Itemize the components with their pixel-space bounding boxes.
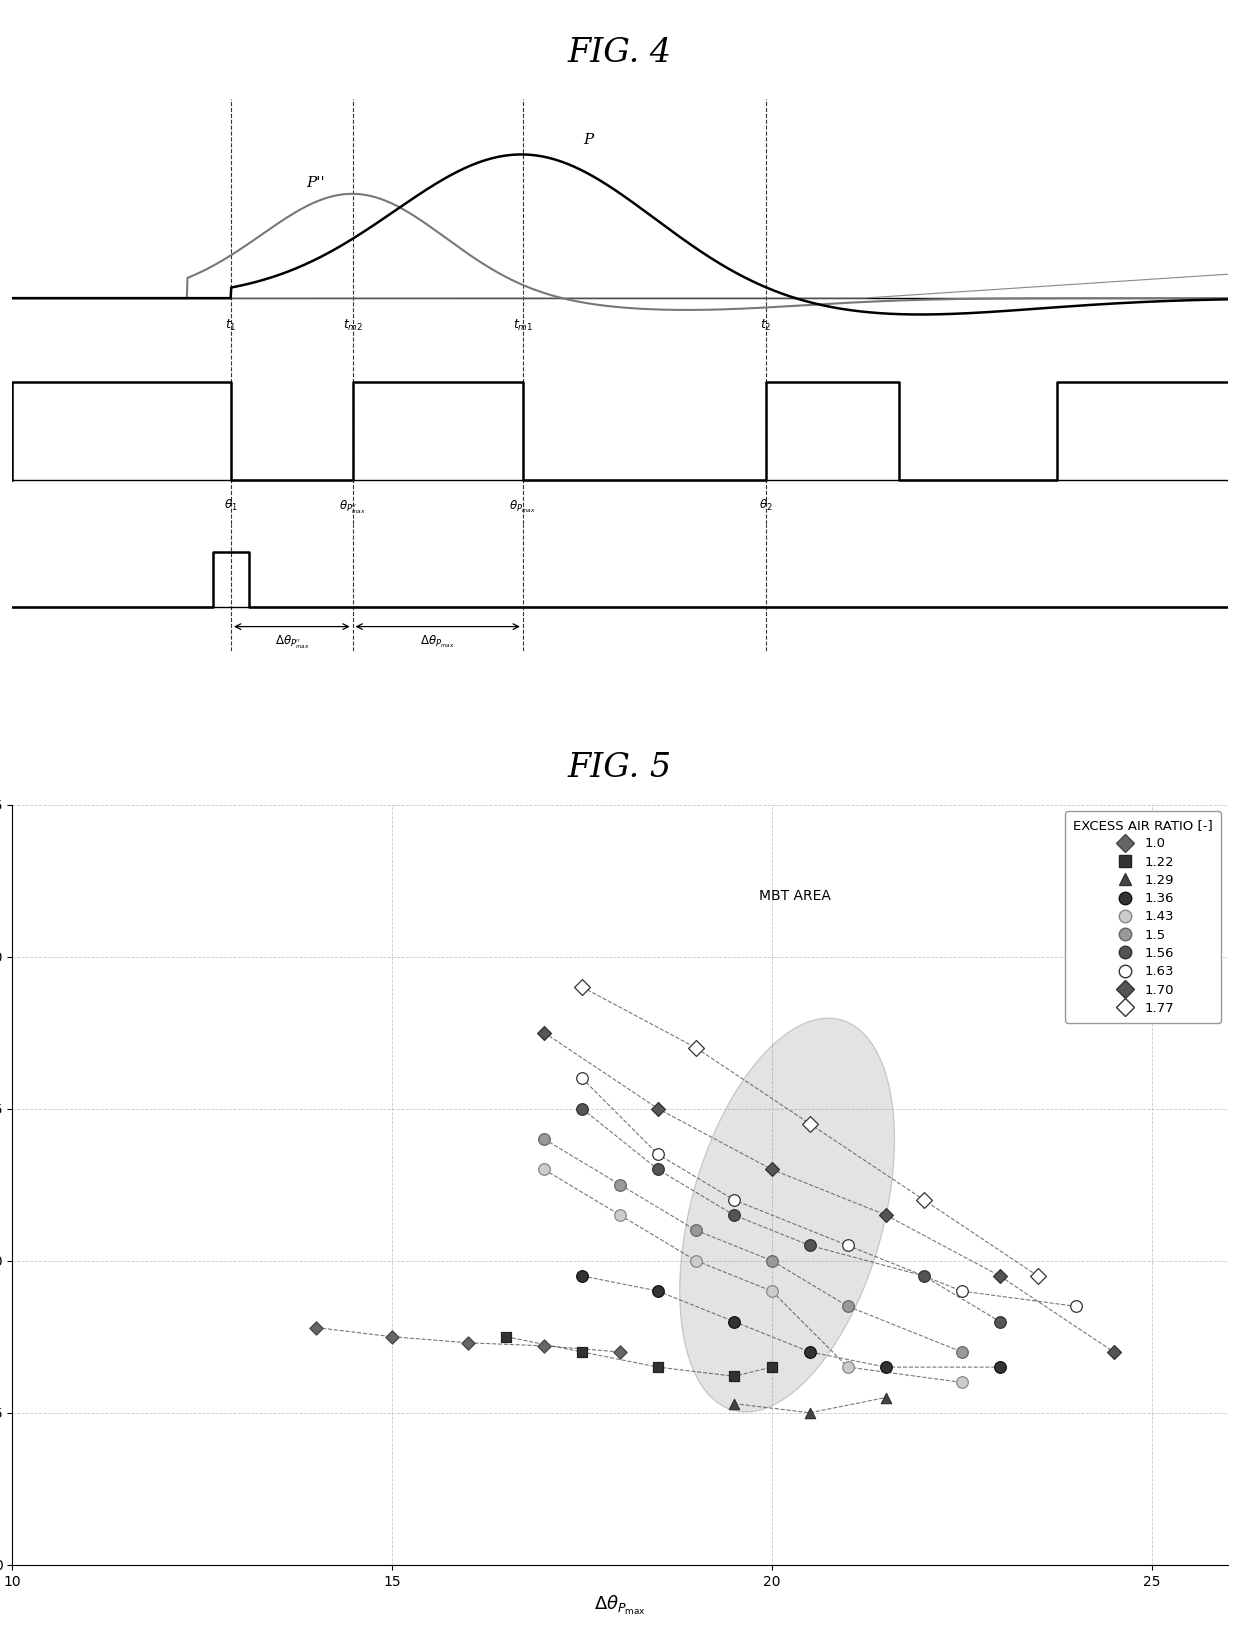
Point xyxy=(990,1309,1009,1335)
Point xyxy=(572,1263,591,1289)
Point xyxy=(534,1019,554,1045)
Text: $\Delta\theta_{P^{\prime\prime}_{max}}$: $\Delta\theta_{P^{\prime\prime}_{max}}$ xyxy=(274,632,309,650)
Text: $\Delta\theta_{P_{max}}$: $\Delta\theta_{P_{max}}$ xyxy=(420,632,455,650)
Text: $t_{m1}$: $t_{m1}$ xyxy=(512,318,533,333)
Text: $t_2$: $t_2$ xyxy=(760,318,771,333)
Point xyxy=(649,1278,668,1304)
Point xyxy=(1028,1263,1048,1289)
Point xyxy=(724,1201,744,1227)
Polygon shape xyxy=(680,1019,894,1412)
Text: FIG. 4: FIG. 4 xyxy=(568,37,672,70)
Point xyxy=(610,1338,630,1364)
Point xyxy=(800,1338,820,1364)
Point xyxy=(572,1064,591,1090)
Point xyxy=(724,1309,744,1335)
Point xyxy=(800,1232,820,1258)
Point xyxy=(800,1400,820,1426)
Point xyxy=(686,1247,706,1273)
Point xyxy=(990,1263,1009,1289)
Text: P'': P'' xyxy=(306,176,325,189)
Point xyxy=(1104,1338,1123,1364)
Point xyxy=(914,1263,934,1289)
Point xyxy=(724,1390,744,1416)
Text: $\theta_2$: $\theta_2$ xyxy=(759,497,773,513)
Point xyxy=(875,1355,895,1381)
Legend: 1.0, 1.22, 1.29, 1.36, 1.43, 1.5, 1.56, 1.63, 1.70, 1.77: 1.0, 1.22, 1.29, 1.36, 1.43, 1.5, 1.56, … xyxy=(1065,812,1221,1022)
Text: $\theta_{P^{\prime\prime}_{max}}$: $\theta_{P^{\prime\prime}_{max}}$ xyxy=(340,497,366,515)
Point xyxy=(1065,1293,1085,1319)
Point xyxy=(572,975,591,1001)
Point xyxy=(534,1333,554,1359)
Point xyxy=(952,1369,972,1395)
Point xyxy=(458,1330,477,1356)
Text: $\theta_1$: $\theta_1$ xyxy=(224,497,238,513)
Point xyxy=(610,1201,630,1227)
Point xyxy=(649,1355,668,1381)
Point xyxy=(990,1355,1009,1381)
Point xyxy=(761,1355,781,1381)
Point xyxy=(572,1095,591,1121)
Point xyxy=(838,1232,858,1258)
Point xyxy=(686,1035,706,1061)
Point xyxy=(724,1363,744,1389)
Point xyxy=(875,1201,895,1227)
Point xyxy=(914,1187,934,1213)
Point xyxy=(649,1141,668,1167)
Point xyxy=(800,1110,820,1136)
Point xyxy=(496,1324,516,1350)
Text: $t_1$: $t_1$ xyxy=(226,318,237,333)
Point xyxy=(382,1324,402,1350)
Text: $t_{m2}$: $t_{m2}$ xyxy=(342,318,362,333)
Text: MBT AREA: MBT AREA xyxy=(759,888,831,903)
Text: P: P xyxy=(583,132,593,147)
Point xyxy=(306,1314,326,1340)
Text: FIG. 5: FIG. 5 xyxy=(568,751,672,784)
Point xyxy=(838,1355,858,1381)
Point xyxy=(761,1156,781,1182)
Point xyxy=(875,1384,895,1410)
Point xyxy=(610,1172,630,1198)
Point xyxy=(724,1187,744,1213)
Point xyxy=(761,1247,781,1273)
Point xyxy=(572,1338,591,1364)
Point xyxy=(686,1218,706,1244)
Text: $\theta_{P_{max}}$: $\theta_{P_{max}}$ xyxy=(510,497,536,515)
Point xyxy=(534,1156,554,1182)
Point xyxy=(838,1293,858,1319)
Point xyxy=(952,1338,972,1364)
Point xyxy=(649,1156,668,1182)
X-axis label: $\Delta\theta_{P_{\mathrm{max}}}$: $\Delta\theta_{P_{\mathrm{max}}}$ xyxy=(594,1594,646,1617)
Point xyxy=(534,1126,554,1152)
Point xyxy=(952,1278,972,1304)
Point xyxy=(649,1095,668,1121)
Point xyxy=(761,1278,781,1304)
